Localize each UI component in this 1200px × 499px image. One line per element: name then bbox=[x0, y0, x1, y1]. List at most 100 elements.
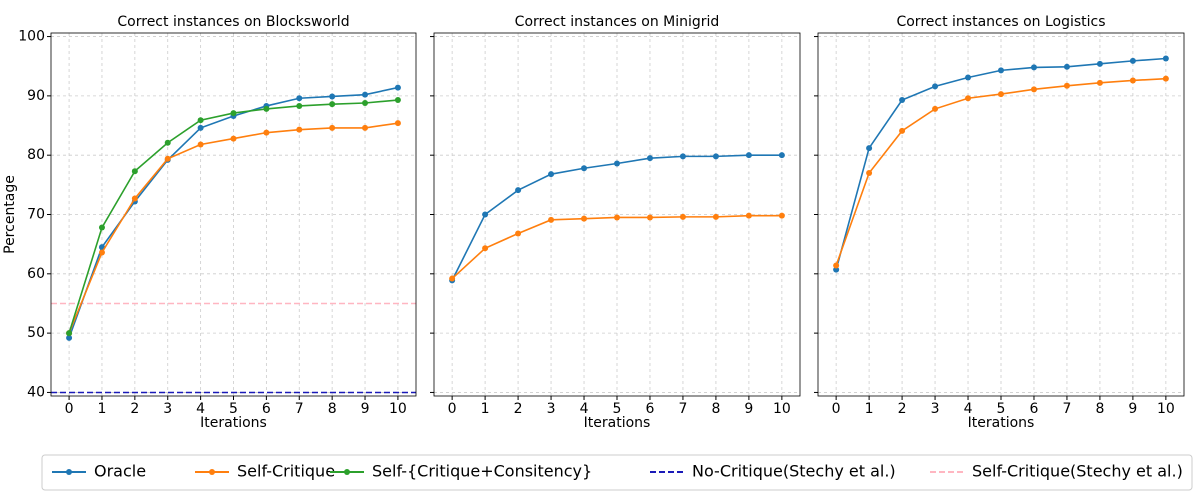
data-point bbox=[1063, 63, 1070, 70]
data-point bbox=[581, 215, 588, 222]
data-point bbox=[1063, 82, 1070, 89]
legend-label: Self-{Critique+Consitency} bbox=[372, 462, 592, 481]
data-point bbox=[230, 110, 237, 117]
data-point bbox=[932, 83, 939, 90]
data-point bbox=[614, 214, 620, 221]
x-tick-label: 2 bbox=[898, 401, 907, 417]
data-point bbox=[263, 105, 270, 112]
data-point bbox=[197, 124, 204, 131]
data-point bbox=[646, 155, 653, 162]
y-axis-label: Percentage bbox=[2, 175, 18, 254]
data-point bbox=[296, 95, 303, 102]
x-tick-label: 6 bbox=[646, 401, 655, 417]
x-tick-label: 4 bbox=[580, 401, 589, 417]
x-tick-label: 9 bbox=[744, 401, 753, 417]
data-point bbox=[833, 266, 840, 273]
data-point bbox=[362, 99, 369, 106]
legend-marker bbox=[209, 469, 215, 475]
x-tick-label: 2 bbox=[514, 401, 523, 417]
data-point bbox=[712, 153, 719, 160]
legend-label: Self-Critique bbox=[237, 462, 335, 481]
x-tick-label: 0 bbox=[832, 401, 841, 417]
data-point bbox=[965, 95, 972, 102]
data-point bbox=[296, 102, 303, 109]
x-tick-label: 8 bbox=[711, 401, 720, 417]
subplot-title: Correct instances on Logistics bbox=[896, 14, 1105, 30]
data-point bbox=[614, 160, 620, 167]
data-point bbox=[197, 117, 204, 124]
x-tick-label: 3 bbox=[547, 401, 556, 417]
data-point bbox=[899, 127, 906, 134]
data-point bbox=[66, 330, 73, 337]
x-tick-label: 3 bbox=[163, 401, 172, 417]
data-point bbox=[1129, 57, 1136, 64]
y-tick-label: 90 bbox=[27, 88, 45, 104]
x-axis-label: Iterations bbox=[200, 415, 267, 431]
legend-label: Self-Critique(Stechy et al.) bbox=[972, 462, 1183, 481]
data-point bbox=[449, 275, 456, 282]
legend-label: Oracle bbox=[94, 462, 146, 481]
data-point bbox=[1030, 64, 1037, 71]
data-point bbox=[515, 230, 522, 237]
y-tick-label: 60 bbox=[27, 266, 45, 282]
x-tick-label: 8 bbox=[1095, 401, 1104, 417]
data-point bbox=[679, 153, 686, 160]
x-tick-label: 5 bbox=[229, 401, 238, 417]
x-tick-label: 9 bbox=[361, 401, 370, 417]
data-point bbox=[965, 74, 972, 81]
data-point bbox=[230, 135, 237, 142]
data-point bbox=[778, 212, 785, 219]
y-tick-label: 40 bbox=[27, 384, 45, 400]
data-point bbox=[581, 165, 588, 172]
x-axis-label: Iterations bbox=[968, 415, 1035, 431]
x-tick-label: 7 bbox=[295, 401, 304, 417]
x-tick-label: 4 bbox=[964, 401, 973, 417]
x-tick-label: 1 bbox=[98, 401, 107, 417]
data-point bbox=[646, 214, 653, 221]
data-point bbox=[515, 187, 522, 194]
x-tick-label: 7 bbox=[1062, 401, 1071, 417]
subplot-title: Correct instances on Blocksworld bbox=[117, 14, 349, 30]
data-point bbox=[1162, 55, 1169, 62]
data-point bbox=[1096, 60, 1103, 67]
data-point bbox=[296, 126, 303, 133]
data-point bbox=[482, 211, 489, 218]
x-tick-label: 1 bbox=[481, 401, 490, 417]
x-tick-label: 1 bbox=[865, 401, 874, 417]
x-tick-label: 0 bbox=[448, 401, 457, 417]
data-point bbox=[131, 195, 138, 202]
legend-marker bbox=[344, 469, 350, 475]
y-tick-label: 100 bbox=[18, 29, 45, 45]
data-point bbox=[932, 105, 939, 112]
legend-label: No-Critique(Stechy et al.) bbox=[692, 462, 896, 481]
x-tick-label: 5 bbox=[997, 401, 1006, 417]
data-point bbox=[362, 91, 369, 98]
data-point bbox=[394, 84, 401, 91]
data-point bbox=[66, 334, 73, 341]
data-point bbox=[866, 145, 873, 152]
x-tick-label: 8 bbox=[328, 401, 337, 417]
data-point bbox=[745, 152, 752, 159]
data-point bbox=[98, 249, 105, 256]
data-point bbox=[164, 139, 171, 146]
data-point bbox=[998, 67, 1004, 74]
data-point bbox=[548, 216, 555, 223]
data-point bbox=[131, 168, 138, 175]
x-tick-label: 5 bbox=[613, 401, 622, 417]
data-point bbox=[329, 101, 336, 108]
data-point bbox=[899, 97, 906, 104]
data-point bbox=[1030, 86, 1037, 93]
data-point bbox=[998, 91, 1004, 98]
data-point bbox=[394, 120, 401, 127]
data-point bbox=[1162, 75, 1169, 82]
y-tick-label: 50 bbox=[27, 325, 45, 341]
x-tick-label: 6 bbox=[1030, 401, 1039, 417]
data-point bbox=[164, 155, 171, 162]
plot-frame bbox=[50, 32, 417, 397]
x-tick-label: 10 bbox=[773, 401, 791, 417]
data-point bbox=[679, 213, 686, 220]
data-point bbox=[1096, 79, 1103, 86]
x-axis-label: Iterations bbox=[584, 415, 651, 431]
x-tick-label: 10 bbox=[389, 401, 407, 417]
